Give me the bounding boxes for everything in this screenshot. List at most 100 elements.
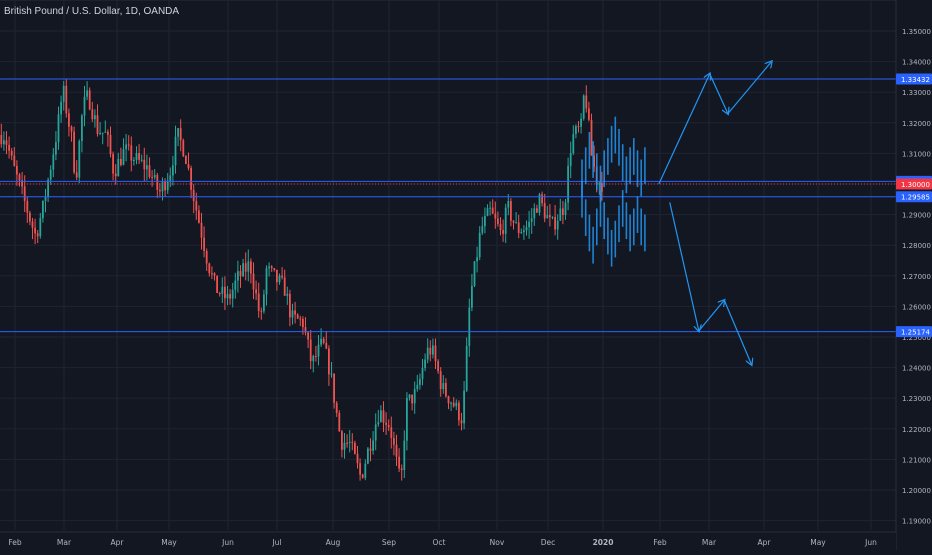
candle-body [101, 132, 104, 134]
candle-body [70, 126, 73, 132]
y-tick-label: 1.29000 [902, 212, 931, 220]
y-tick-label: 1.19000 [902, 518, 931, 526]
x-tick-label: Aug [326, 538, 341, 547]
y-tick-label: 1.31000 [902, 150, 931, 158]
candle-body [543, 203, 546, 219]
projection-arrow[interactable] [698, 300, 724, 332]
candle-body [127, 144, 130, 146]
candle-body [377, 422, 380, 425]
x-tick-label: Nov [490, 538, 505, 547]
candle-body [387, 424, 390, 428]
candle-body [416, 384, 419, 390]
candle-body [325, 342, 328, 349]
candle-body [172, 165, 174, 176]
y-tick-label: 1.35000 [902, 28, 931, 36]
price-axis[interactable] [896, 0, 932, 550]
candle-body [278, 275, 281, 283]
candle-body [315, 356, 317, 358]
candle-body [354, 442, 356, 454]
candle-body [296, 314, 299, 319]
candle-body [338, 412, 341, 432]
candle-body [3, 140, 5, 145]
candle-body [369, 448, 372, 451]
candle-body [169, 175, 172, 182]
candle-body [263, 294, 265, 312]
candle-body [299, 318, 302, 320]
candle-body [590, 119, 593, 156]
level-price-tag[interactable] [896, 326, 932, 338]
candle-body [166, 181, 169, 191]
candle-body [307, 332, 309, 340]
candle-body [276, 269, 278, 283]
candle-body [44, 197, 47, 201]
level-price-tag[interactable] [896, 191, 932, 203]
candle-body [489, 207, 491, 209]
candle-body [481, 226, 484, 233]
candle-body [203, 237, 205, 252]
candle-body [260, 310, 263, 312]
candle-body [515, 222, 517, 224]
candle-body [8, 144, 10, 151]
candle-body [520, 232, 523, 234]
candle-body [426, 347, 429, 360]
candle-body [408, 394, 411, 398]
candle-body [68, 113, 70, 127]
y-tick-label: 1.33000 [902, 89, 931, 97]
projection-arrow[interactable] [723, 300, 751, 364]
time-axis[interactable] [0, 532, 896, 550]
candle-body [533, 208, 536, 219]
y-tick-label: 1.28000 [902, 242, 931, 250]
candle-body [367, 448, 369, 464]
candle-body [164, 181, 166, 191]
candle-body [109, 134, 112, 155]
candle-body [385, 422, 387, 425]
candle-body [554, 217, 556, 230]
level-price-tag[interactable] [896, 73, 932, 85]
candle-body [564, 202, 567, 215]
candle-body [62, 85, 65, 102]
candle-body [255, 289, 257, 294]
candle-body [122, 149, 125, 165]
candle-body [546, 215, 549, 219]
candle-body [73, 131, 75, 173]
candle-body [270, 266, 273, 269]
candle-body [468, 307, 471, 346]
candle-body [460, 420, 463, 424]
candle-body [29, 212, 31, 222]
y-tick-label: 1.26000 [902, 303, 931, 311]
candle-body [541, 194, 543, 204]
candle-body [556, 220, 559, 230]
candle-body [78, 141, 81, 178]
candle-body [437, 361, 439, 372]
candle-body [476, 257, 478, 262]
candle-body [57, 114, 60, 143]
y-tick-label: 1.32000 [902, 120, 931, 128]
candle-body [177, 128, 179, 137]
chart-title: British Pound / U.S. Dollar, 1D, OANDA [4, 6, 180, 17]
candle-body [302, 318, 304, 328]
projection-arrow[interactable] [727, 62, 772, 115]
candle-body [5, 140, 8, 145]
candle-body [185, 156, 187, 165]
x-tick-label: Oct [433, 538, 446, 547]
projection-arrow[interactable] [658, 74, 710, 185]
projection-arrow[interactable] [709, 73, 728, 114]
candle-body [536, 208, 538, 213]
candle-body [538, 194, 541, 213]
candle-body [0, 135, 3, 145]
candle-body [577, 126, 580, 128]
candle-body [143, 159, 146, 170]
candle-body [211, 273, 213, 275]
candle-body [580, 118, 582, 127]
candle-body [55, 142, 57, 155]
y-tick-label: 1.20000 [902, 487, 931, 495]
candle-body [146, 165, 148, 170]
candle-body [289, 293, 291, 318]
x-tick-label: Jun [864, 538, 877, 547]
candle-body [250, 261, 252, 274]
candle-body [31, 221, 34, 228]
projection-arrow[interactable] [669, 202, 699, 331]
candle-body [486, 208, 489, 216]
